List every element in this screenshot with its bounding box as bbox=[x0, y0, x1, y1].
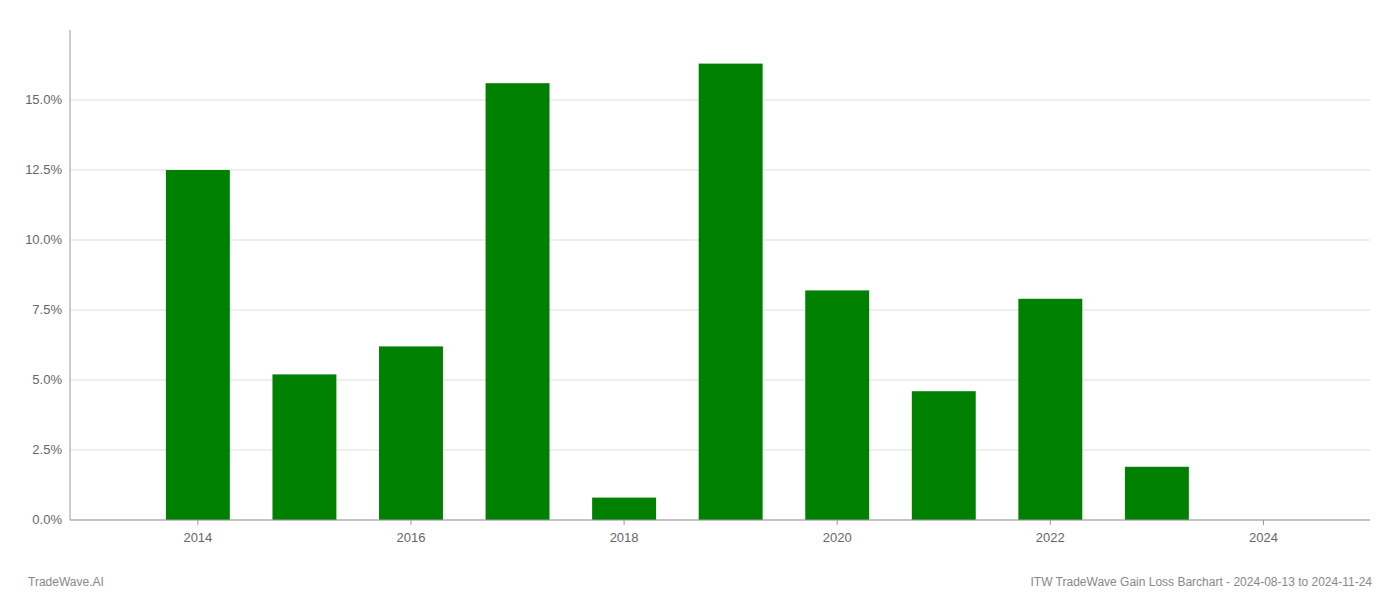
bars bbox=[166, 64, 1189, 520]
background bbox=[0, 0, 1400, 600]
y-tick-label: 12.5% bbox=[25, 162, 62, 177]
bar bbox=[379, 346, 443, 520]
y-tick-label: 0.0% bbox=[32, 512, 62, 527]
bar bbox=[486, 83, 550, 520]
bar bbox=[166, 170, 230, 520]
bar bbox=[592, 498, 656, 520]
bar bbox=[1018, 299, 1082, 520]
footer-text: TradeWave.AI bbox=[28, 575, 104, 589]
x-tick bbox=[624, 520, 625, 525]
y-tick-label: 5.0% bbox=[32, 372, 62, 387]
x-axis-line bbox=[70, 520, 1370, 521]
x-tick-label: 2020 bbox=[823, 530, 852, 545]
footer-text: ITW TradeWave Gain Loss Barchart - 2024-… bbox=[1030, 575, 1372, 589]
x-tick-label: 2024 bbox=[1249, 530, 1278, 545]
x-tick-label: 2016 bbox=[397, 530, 426, 545]
x-tick-label: 2014 bbox=[183, 530, 212, 545]
x-tick-label: 2022 bbox=[1036, 530, 1065, 545]
y-axis: 0.0% 2.5% 5.0% 7.5% 10.0% 12.5% 15.0% bbox=[25, 92, 62, 527]
bar bbox=[1125, 467, 1189, 520]
bar bbox=[912, 391, 976, 520]
y-axis-line bbox=[70, 30, 71, 520]
x-tick bbox=[410, 520, 411, 525]
chart: 0.0%2.5%5.0%7.5%10.0%12.5%15.0%201420162… bbox=[0, 0, 1400, 600]
y-tick-label: 7.5% bbox=[32, 302, 62, 317]
y-tick-label: 2.5% bbox=[32, 442, 62, 457]
bar bbox=[699, 64, 763, 520]
x-tick bbox=[1263, 520, 1264, 525]
bar bbox=[272, 374, 336, 520]
x-axis: 2014 2016 2018 2020 2022 2024 bbox=[183, 520, 1277, 545]
x-tick bbox=[1050, 520, 1051, 525]
bar bbox=[805, 290, 869, 520]
y-tick-label: 15.0% bbox=[25, 92, 62, 107]
grid-line bbox=[70, 520, 1370, 521]
x-tick-label: 2018 bbox=[610, 530, 639, 545]
x-tick bbox=[837, 520, 838, 525]
y-tick-label: 10.0% bbox=[25, 232, 62, 247]
x-tick bbox=[197, 520, 198, 525]
